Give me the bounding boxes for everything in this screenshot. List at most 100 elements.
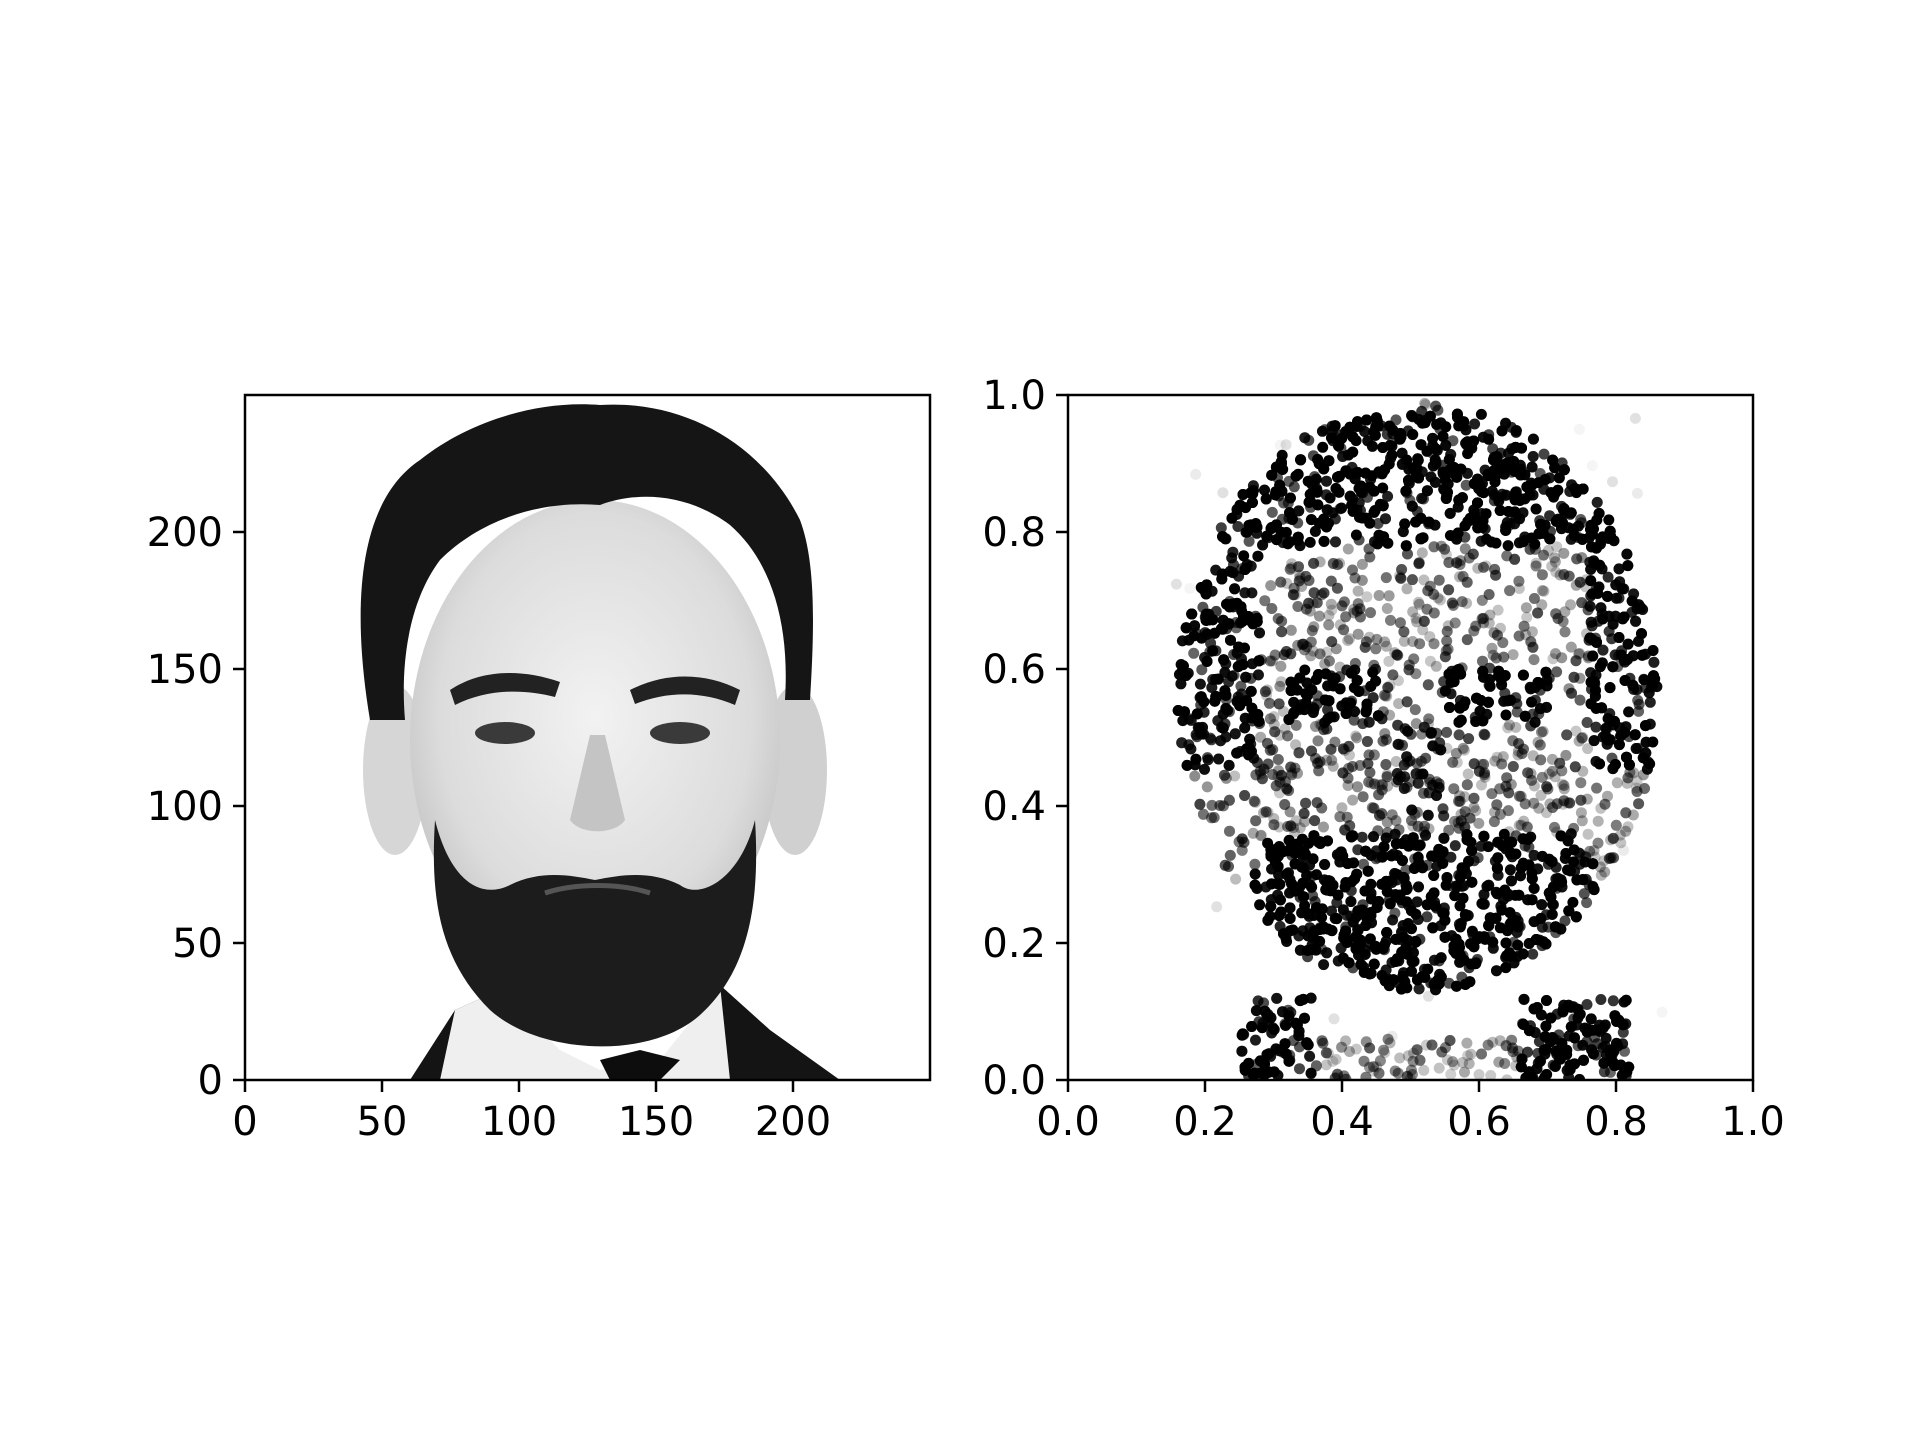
scatter-point <box>1293 575 1305 587</box>
scatter-point <box>1394 617 1406 629</box>
scatter-point <box>1208 812 1220 823</box>
scatter-point <box>1485 536 1497 548</box>
scatter-point <box>1605 530 1617 542</box>
scatter-point <box>1194 798 1206 810</box>
scatter-point <box>1308 587 1320 599</box>
scatter-point <box>1308 557 1320 569</box>
scatter-point <box>1573 648 1585 660</box>
scatter-point <box>1387 669 1399 681</box>
scatter-point <box>1170 578 1182 590</box>
scatter-point <box>1316 1035 1328 1047</box>
scatter-point <box>1556 778 1568 790</box>
scatter-point <box>1391 649 1403 661</box>
scatter-point <box>1380 964 1392 976</box>
scatter-point <box>1306 625 1318 637</box>
scatter-point <box>1347 830 1359 842</box>
scatter-point <box>1356 574 1368 586</box>
scatter-point <box>1549 821 1560 833</box>
scatter-point <box>1244 733 1256 745</box>
scatter-point <box>1318 821 1329 833</box>
scatter-point <box>1239 790 1251 801</box>
scatter-point <box>1566 687 1577 699</box>
scatter-point <box>1374 1055 1386 1067</box>
scatter-point <box>1419 397 1431 409</box>
scatter-point <box>1504 719 1515 731</box>
scatter-point <box>1310 944 1322 956</box>
scatter-point <box>1497 637 1509 649</box>
scatter-point <box>1206 682 1218 693</box>
scatter-point <box>1443 557 1455 568</box>
scatter-point <box>1622 560 1634 572</box>
scatter-point <box>1561 729 1573 741</box>
scatter-point <box>1246 497 1258 508</box>
scatter-point <box>1301 641 1313 653</box>
scatter-point <box>1417 768 1429 780</box>
scatter-point <box>1295 454 1307 466</box>
scatter-point <box>1300 603 1312 615</box>
scatter-point <box>1465 1048 1477 1060</box>
scatter-point <box>1476 613 1488 625</box>
scatter-point <box>1518 993 1530 1005</box>
scatter-point <box>1433 574 1445 586</box>
scatter-point <box>1572 520 1584 532</box>
scatter-point <box>1365 607 1376 619</box>
scatter-point <box>1316 802 1328 814</box>
scatter-point <box>1330 643 1342 655</box>
scatter-point <box>1208 812 1220 823</box>
scatter-point <box>1544 798 1556 810</box>
scatter-point <box>1528 797 1540 809</box>
scatter-point <box>1438 676 1450 688</box>
scatter-point <box>1337 767 1349 779</box>
scatter-point <box>1437 803 1449 815</box>
scatter-point <box>1219 769 1230 781</box>
scatter-point <box>1492 604 1504 616</box>
scatter-point <box>1607 832 1619 844</box>
scatter-point <box>1290 719 1302 731</box>
scatter-point <box>1368 1061 1379 1073</box>
scatter-point <box>1331 582 1343 594</box>
scatter-point <box>1318 463 1330 475</box>
scatter-point <box>1522 767 1534 779</box>
scatter-point <box>1215 623 1227 635</box>
scatter-point <box>1376 779 1388 791</box>
scatter-point <box>1273 765 1284 777</box>
scatter-point <box>1532 607 1544 619</box>
scatter-point <box>1322 517 1334 529</box>
scatter-point <box>1250 796 1261 808</box>
scatter-point <box>1373 1067 1385 1079</box>
scatter-point <box>1205 734 1217 746</box>
scatter-point <box>1379 689 1390 701</box>
scatter-point <box>1491 799 1503 811</box>
scatter-point <box>1284 563 1296 575</box>
scatter-point <box>1413 596 1424 608</box>
scatter-point <box>1281 783 1293 795</box>
scatter-point <box>1256 1022 1268 1034</box>
scatter-point <box>1607 476 1618 488</box>
scatter-point <box>1472 852 1484 864</box>
scatter-point <box>1535 518 1547 530</box>
scatter-point <box>1467 548 1479 560</box>
scatter-point <box>1576 732 1588 744</box>
scatter-point <box>1594 758 1605 770</box>
scatter-point <box>1501 550 1513 562</box>
scatter-point <box>1629 412 1641 424</box>
scatter-point <box>1368 749 1380 761</box>
scatter-point <box>1317 441 1329 453</box>
scatter-point <box>1530 560 1542 572</box>
scatter-point <box>1554 569 1566 581</box>
scatter-point <box>1219 859 1231 871</box>
scatter-point <box>1527 948 1539 960</box>
scatter-point <box>1358 1055 1370 1067</box>
scatter-point <box>1591 496 1603 508</box>
scatter-point <box>1273 698 1285 710</box>
scatter-point <box>1487 1036 1499 1048</box>
scatter-point <box>1349 572 1361 584</box>
scatter-point <box>1557 616 1569 627</box>
scatter-point <box>1337 743 1349 755</box>
scatter-point <box>1491 629 1503 641</box>
scatter-point <box>1599 866 1611 878</box>
scatter-point <box>1211 901 1223 913</box>
scatter-point <box>1339 824 1351 836</box>
scatter-point <box>1368 1061 1379 1073</box>
scatter-point <box>1485 1070 1497 1080</box>
